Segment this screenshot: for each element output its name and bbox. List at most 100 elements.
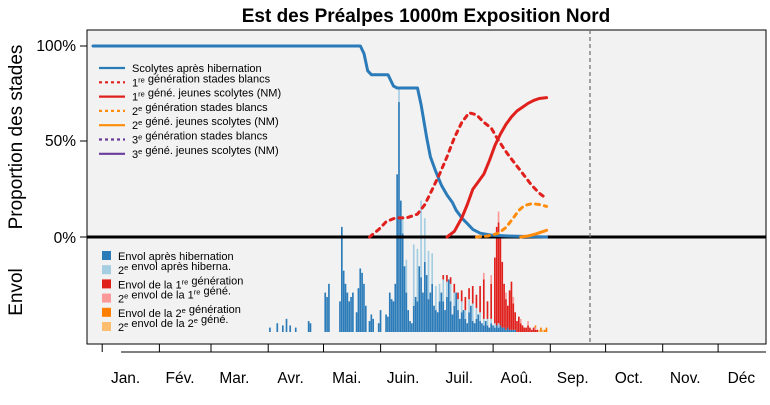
- emergence-bar: [390, 299, 393, 332]
- emergence-bar: [495, 325, 498, 332]
- emergence-bar: [348, 301, 351, 332]
- second-emergence-bar: [449, 283, 452, 302]
- emergence-bar: [350, 296, 352, 332]
- first-gen-flight-bar: [530, 329, 533, 332]
- second-emergence-bar: [475, 307, 478, 319]
- second-emergence-bar: [460, 301, 463, 313]
- first-gen-flight-bar: [521, 325, 524, 332]
- emergence-bar: [433, 305, 435, 332]
- month-label: Avr.: [277, 370, 303, 387]
- emergence-bar: [457, 310, 459, 332]
- first-gen-flight-bar: [464, 296, 467, 311]
- emergence-bar: [459, 318, 461, 332]
- emergence-bar: [499, 325, 502, 332]
- emergence-bar: [344, 283, 347, 332]
- legend-label: 2e envol de la 2e géné.: [118, 314, 229, 334]
- emergence-bar: [486, 325, 489, 332]
- series-line-2: [445, 96, 549, 239]
- legend-label: 3e génération stades blancs: [132, 131, 268, 147]
- legend-label: 2e géné. jeunes scolytes (NM): [132, 116, 279, 132]
- emergence-bar: [377, 323, 380, 332]
- emergence-bar: [494, 327, 496, 332]
- emergence-bar: [341, 226, 343, 332]
- legend-label: Envol de la 1re génération: [118, 275, 243, 291]
- flight-bars: [269, 88, 548, 332]
- second-emergence-bar: [453, 292, 456, 306]
- first-gen-flight-bar: [494, 257, 496, 324]
- legend-bar-swatch: [102, 307, 111, 317]
- legend-label: Envol de la 2e génération: [118, 304, 241, 320]
- month-label: Nov.: [670, 370, 701, 387]
- second-emergence-bar: [490, 318, 493, 324]
- first-gen-flight-bar: [475, 294, 478, 308]
- series-line-1: [368, 111, 549, 239]
- series-line-0: [91, 44, 549, 239]
- second-emergence-bar: [497, 323, 500, 328]
- first-gen-second-flight-bar: [497, 211, 500, 223]
- emergence-bar: [442, 301, 445, 332]
- chart-title: Est des Préalpes 1000m Exposition Nord: [242, 6, 611, 27]
- first-gen-flight-bar: [457, 292, 459, 300]
- emergence-bar: [451, 314, 454, 332]
- emergence-bar: [372, 318, 374, 332]
- second-emergence-bar: [479, 312, 481, 322]
- emergence-bar: [422, 292, 424, 332]
- emergence-bar: [411, 323, 413, 332]
- emergence-bar: [352, 292, 354, 332]
- emergence-bar: [276, 323, 279, 332]
- first-gen-flight-bar: [527, 325, 529, 332]
- first-gen-flight-bar: [479, 286, 481, 313]
- first-gen-flight-bar: [508, 290, 511, 330]
- emergence-bar: [444, 310, 446, 332]
- emergence-bar: [269, 327, 271, 332]
- first-gen-flight-bar: [446, 275, 448, 282]
- first-gen-flight-bar: [490, 283, 493, 319]
- emergence-bar: [464, 318, 467, 332]
- month-label: Juil.: [446, 370, 474, 387]
- first-gen-flight-bar: [501, 261, 504, 328]
- first-gen-flight-bar: [499, 237, 502, 326]
- y-tick-label-0: 0%: [54, 230, 77, 247]
- emergence-bar: [309, 323, 312, 332]
- month-label: Fév.: [166, 370, 195, 387]
- second-emergence-bar: [405, 259, 408, 293]
- emergence-bar: [508, 329, 511, 332]
- first-gen-flight-bar: [453, 283, 456, 293]
- y-axis-label-top: Proportion des stades: [6, 45, 27, 230]
- first-gen-flight-bar: [442, 275, 445, 280]
- emergence-bar: [471, 321, 474, 332]
- emergence-bar: [423, 261, 426, 332]
- emergence-bar: [512, 329, 515, 332]
- emergence-bar: [427, 299, 430, 332]
- y-tick-label-100: 100%: [36, 38, 76, 55]
- month-label: Juin.: [387, 370, 420, 387]
- emergence-bar: [339, 301, 341, 332]
- y-axis: 100% 50% 0%: [36, 30, 88, 344]
- emergence-bar: [396, 174, 398, 332]
- emergence-bar: [387, 316, 389, 332]
- emergence-bar: [392, 301, 395, 332]
- month-label: Mai.: [332, 370, 361, 387]
- emergence-bar: [412, 305, 415, 332]
- emergence-bar: [420, 277, 422, 332]
- emergence-bar: [342, 270, 345, 332]
- emergence-bar: [409, 321, 411, 332]
- first-gen-flight-bar: [512, 303, 515, 330]
- first-gen-flight-bar: [534, 329, 537, 332]
- emergence-bar: [479, 321, 481, 332]
- emergence-bar: [449, 301, 452, 332]
- emergence-bar: [484, 321, 487, 332]
- emergence-bar: [438, 301, 441, 332]
- series-line-4: [519, 228, 549, 239]
- legend-label: 2e génération stades blancs: [132, 102, 268, 118]
- first-gen-second-flight-bar: [519, 318, 522, 324]
- emergence-bar: [440, 292, 443, 332]
- first-gen-second-flight-bar: [534, 327, 537, 330]
- plot-panel-right: [590, 30, 766, 344]
- second-emergence-bar: [464, 310, 467, 319]
- emergence-bar: [414, 296, 417, 332]
- legend-label: Envol après hibernation: [118, 251, 234, 263]
- emergence-bar: [453, 305, 456, 332]
- emergence-bar: [477, 314, 480, 332]
